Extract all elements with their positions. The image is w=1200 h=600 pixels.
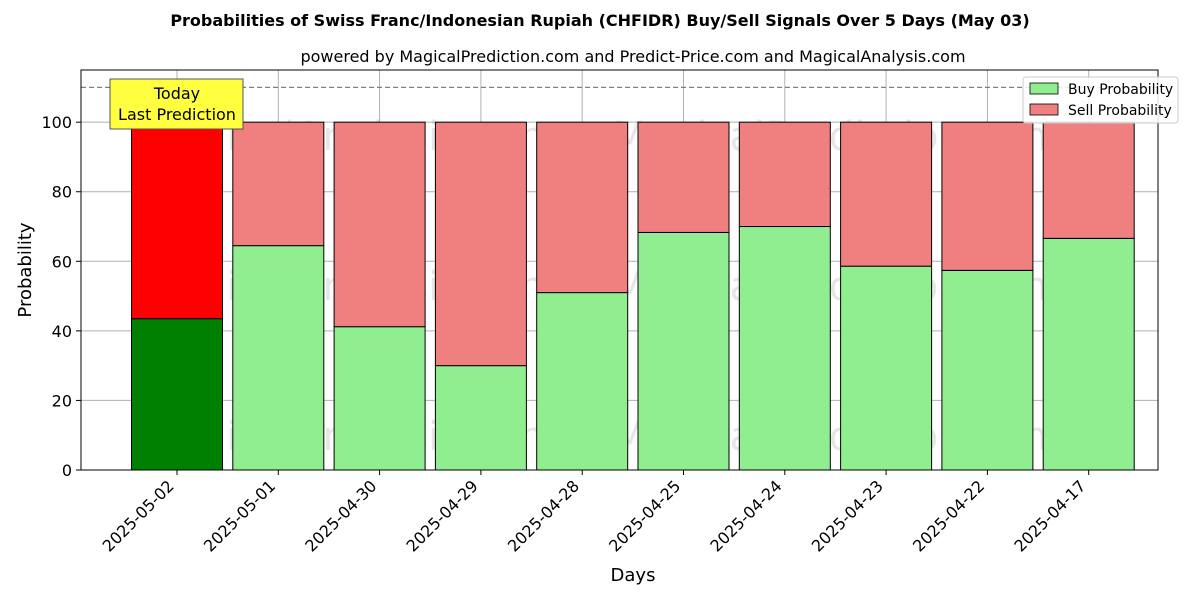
- legend-label-sell: Sell Probability: [1068, 103, 1172, 119]
- bar-sell-2025-04-24: [738, 121, 831, 228]
- legend-label-buy: Buy Probability: [1068, 82, 1173, 98]
- annotation-box: [109, 78, 244, 130]
- x-tick-label: 2025-05-02: [99, 476, 178, 555]
- plot-frame: [80, 69, 1159, 471]
- bar-buy-2025-04-23: [840, 265, 933, 471]
- today-annotation: Today Last Prediction: [109, 78, 244, 130]
- y-tick-label: 20: [52, 391, 72, 410]
- x-tick-label: 2025-04-22: [909, 476, 988, 555]
- y-axis: 0 20 40 60 80 100: [41, 113, 81, 480]
- bar-buy-2025-04-29: [434, 365, 527, 471]
- bar-buy-2025-04-24: [738, 226, 831, 471]
- x-tick-label: 2025-04-29: [403, 476, 482, 555]
- chart-title: Probabilities of Swiss Franc/Indonesian …: [170, 11, 1029, 30]
- bar-sell-2025-05-02: [131, 121, 223, 320]
- x-tick-label: 2025-04-30: [301, 476, 380, 555]
- chart-subtitle: powered by MagicalPrediction.com and Pre…: [300, 47, 965, 66]
- bar-sell-2025-05-01: [232, 121, 325, 247]
- bars: [131, 121, 1135, 471]
- x-tick-label: 2025-04-17: [1010, 476, 1089, 555]
- legend: Buy Probability Sell Probability: [1022, 76, 1179, 124]
- legend-swatch-sell: [1029, 103, 1059, 116]
- bar-buy-2025-04-17: [1042, 237, 1135, 471]
- bar-buy-2025-04-30: [333, 326, 426, 471]
- y-axis-label: Probability: [15, 222, 36, 317]
- bar-sell-2025-04-17: [1042, 121, 1135, 239]
- bar-sell-2025-04-25: [637, 121, 730, 233]
- bar-buy-2025-04-22: [941, 269, 1034, 471]
- bar-sell-2025-04-30: [333, 121, 426, 328]
- bar-sell-2025-04-23: [840, 121, 933, 267]
- y-tick-label: 40: [52, 322, 72, 341]
- legend-box: [1022, 76, 1179, 124]
- x-axis-label: Days: [611, 565, 656, 586]
- x-tick-label: 2025-05-01: [200, 476, 279, 555]
- y-tick-label: 80: [52, 183, 72, 202]
- y-tick-label: 100: [41, 113, 72, 132]
- bar-sell-2025-04-22: [941, 121, 1034, 271]
- x-axis: 2025-05-02 2025-05-01 2025-04-30 2025-04-29…: [99, 470, 1090, 556]
- x-tick-label: 2025-04-28: [504, 476, 583, 555]
- bar-buy-2025-04-25: [637, 231, 730, 471]
- legend-swatch-buy: [1029, 82, 1059, 95]
- annotation-line-2: Last Prediction: [118, 105, 236, 124]
- bar-buy-2025-05-01: [232, 245, 325, 471]
- bar-buy-2025-05-02: [131, 318, 223, 471]
- y-tick-label: 0: [62, 461, 72, 480]
- bar-sell-2025-04-29: [434, 121, 527, 367]
- y-tick-label: 60: [52, 252, 72, 271]
- bar-sell-2025-04-28: [536, 121, 629, 294]
- x-tick-label: 2025-04-24: [706, 476, 785, 555]
- bar-buy-2025-04-28: [536, 292, 629, 471]
- x-tick-label: 2025-04-23: [808, 476, 887, 555]
- x-tick-label: 2025-04-25: [605, 476, 684, 555]
- annotation-line-1: Today: [153, 84, 200, 103]
